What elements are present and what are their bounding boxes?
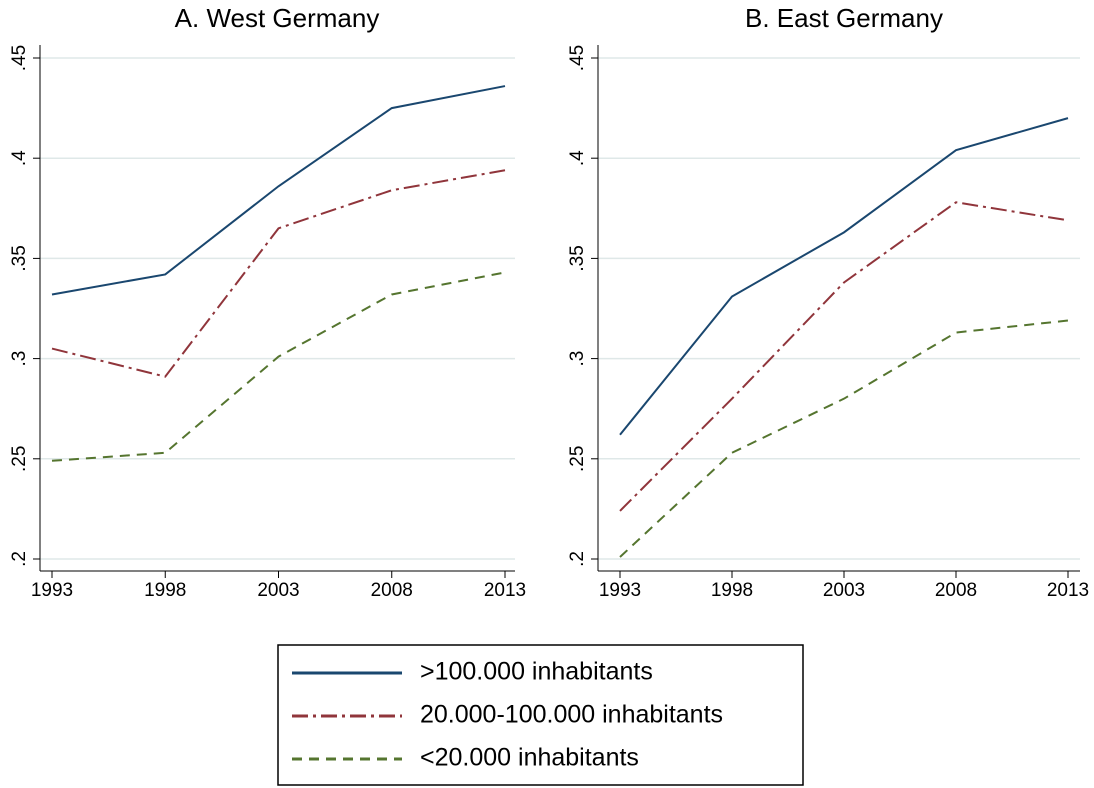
x-tick-label: 2008 [371, 580, 413, 601]
y-tick-label: .4 [567, 150, 588, 166]
x-tick-label: 2013 [1047, 580, 1089, 601]
y-tick-label: .3 [567, 351, 588, 367]
series-line [51, 85, 506, 296]
y-tick-label: .3 [9, 351, 30, 367]
legend-label: >100.000 inhabitants [420, 658, 653, 686]
series-line [619, 201, 1069, 512]
y-tick-label: .45 [9, 45, 30, 71]
legend-label: <20.000 inhabitants [420, 744, 639, 772]
y-tick-label: .25 [567, 446, 588, 472]
x-tick-label: 1993 [599, 580, 641, 601]
x-tick-label: 2008 [935, 580, 977, 601]
x-tick-label: 2003 [257, 580, 299, 601]
y-tick-label: .2 [9, 551, 30, 567]
chart-title: A. West Germany [175, 3, 380, 33]
x-tick-label: 1998 [711, 580, 753, 601]
y-tick-label: .2 [567, 551, 588, 567]
y-tick-label: .25 [9, 446, 30, 472]
y-tick-label: .4 [9, 150, 30, 166]
series-line [51, 271, 506, 462]
x-tick-label: 1998 [144, 580, 186, 601]
series-line [619, 117, 1069, 436]
y-tick-label: .35 [567, 245, 588, 271]
series-line [619, 319, 1069, 558]
legend-label: 20.000-100.000 inhabitants [420, 701, 723, 729]
x-tick-label: 2013 [484, 580, 526, 601]
x-tick-label: 1993 [31, 580, 73, 601]
y-tick-label: .45 [567, 45, 588, 71]
y-tick-label: .35 [9, 245, 30, 271]
chart-title: B. East Germany [745, 3, 943, 33]
legend-box [277, 644, 804, 786]
series-line [51, 169, 506, 378]
x-tick-label: 2003 [823, 580, 865, 601]
